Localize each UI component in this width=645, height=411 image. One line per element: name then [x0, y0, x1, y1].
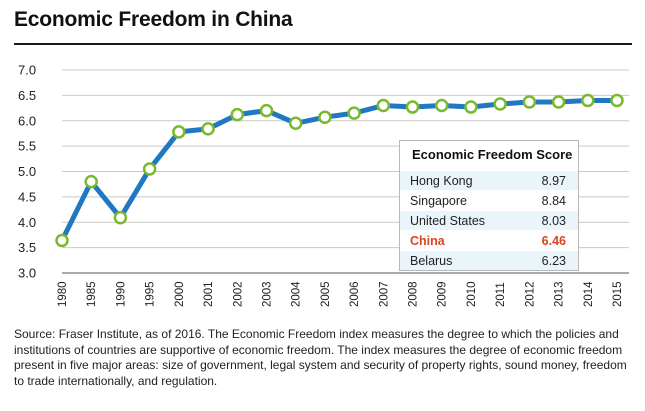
legend-score: 8.84	[541, 194, 566, 208]
data-point	[347, 106, 361, 120]
data-point	[581, 93, 595, 108]
legend-country: Belarus	[410, 254, 453, 268]
legend-score: 6.46	[541, 234, 566, 248]
data-point	[84, 174, 98, 189]
x-tick-label: 2004	[291, 281, 303, 307]
legend-row: Hong Kong 8.97	[400, 170, 578, 190]
x-tick-label: 1990	[115, 281, 127, 307]
y-tick-label: 3.0	[18, 266, 36, 281]
y-tick-label: 6.0	[18, 113, 36, 128]
data-point	[610, 93, 624, 108]
y-tick-label: 3.5	[18, 240, 36, 255]
legend-row: Singapore 8.84	[400, 190, 578, 210]
legend-row: China 6.46	[400, 230, 578, 250]
x-tick-label: 1980	[57, 281, 69, 307]
legend-country: China	[410, 234, 445, 248]
data-point	[405, 100, 420, 114]
y-tick-label: 4.0	[18, 215, 36, 230]
legend-country: Hong Kong	[410, 174, 473, 188]
x-tick-label: 2001	[203, 281, 215, 307]
data-point	[259, 103, 274, 118]
title-rule	[14, 43, 632, 45]
data-point	[376, 98, 391, 113]
y-axis-ticks: 7.0 6.5 6.0 5.5 5.0 4.5 4.0 3.5 3.0	[18, 63, 36, 281]
legend-row: United States 8.03	[400, 210, 578, 230]
x-tick-label: 2008	[408, 281, 420, 307]
x-tick-label: 2000	[174, 281, 186, 307]
x-axis-ticks: 1980 1985 1990 1995 2000 2001 2002 2003 2004 2005…	[57, 281, 624, 307]
data-point	[288, 116, 303, 131]
source-note: Source: Fraser Institute, as of 2016. Th…	[14, 327, 627, 388]
data-point	[142, 162, 157, 176]
y-tick-label: 5.5	[18, 139, 36, 154]
data-point	[230, 107, 245, 122]
y-tick-label: 7.0	[18, 63, 36, 78]
data-point	[113, 210, 128, 225]
score-legend: Economic Freedom Score Hong Kong 8.97 Sing…	[399, 140, 579, 271]
data-point	[551, 95, 566, 109]
legend-rows: Hong Kong 8.97 Singapore 8.84 United States 8…	[400, 170, 578, 270]
x-tick-label: 2011	[495, 282, 507, 307]
x-tick-label: 2015	[612, 281, 624, 307]
y-tick-label: 4.5	[18, 189, 36, 204]
legend-country: Singapore	[410, 194, 467, 208]
x-tick-label: 2005	[320, 281, 332, 307]
x-tick-label: 1995	[145, 281, 157, 307]
legend-country: United States	[410, 214, 486, 228]
x-tick-label: 2009	[437, 281, 449, 307]
x-tick-label: 2013	[554, 281, 566, 307]
legend-title: Economic Freedom Score	[412, 147, 573, 162]
data-point	[55, 233, 69, 248]
data-point	[522, 95, 537, 109]
data-point	[434, 98, 449, 113]
data-point	[318, 110, 332, 124]
x-tick-label: 2002	[232, 281, 244, 307]
chart-title: Economic Freedom in China	[14, 8, 293, 31]
legend-score: 8.03	[541, 214, 566, 228]
x-tick-label: 2007	[378, 281, 390, 307]
data-points	[55, 93, 624, 248]
x-tick-label: 2012	[524, 281, 536, 307]
x-tick-label: 1985	[86, 281, 98, 307]
legend-score: 8.97	[541, 174, 566, 188]
x-tick-label: 2014	[583, 281, 595, 307]
data-point	[464, 100, 478, 114]
legend-row: Belarus 6.23	[400, 250, 578, 270]
x-tick-label: 2010	[466, 281, 478, 307]
x-tick-label: 2006	[349, 281, 361, 307]
data-point	[172, 125, 186, 139]
line-chart: 7.0 6.5 6.0 5.5 5.0 4.5 4.0 3.5 3.0 1980 1985 1990…	[18, 63, 629, 307]
x-tick-label: 2003	[261, 281, 273, 307]
y-tick-label: 5.0	[18, 164, 36, 179]
data-point	[201, 122, 215, 136]
data-point	[493, 97, 507, 111]
legend-score: 6.23	[541, 254, 566, 268]
y-tick-label: 6.5	[18, 88, 36, 103]
